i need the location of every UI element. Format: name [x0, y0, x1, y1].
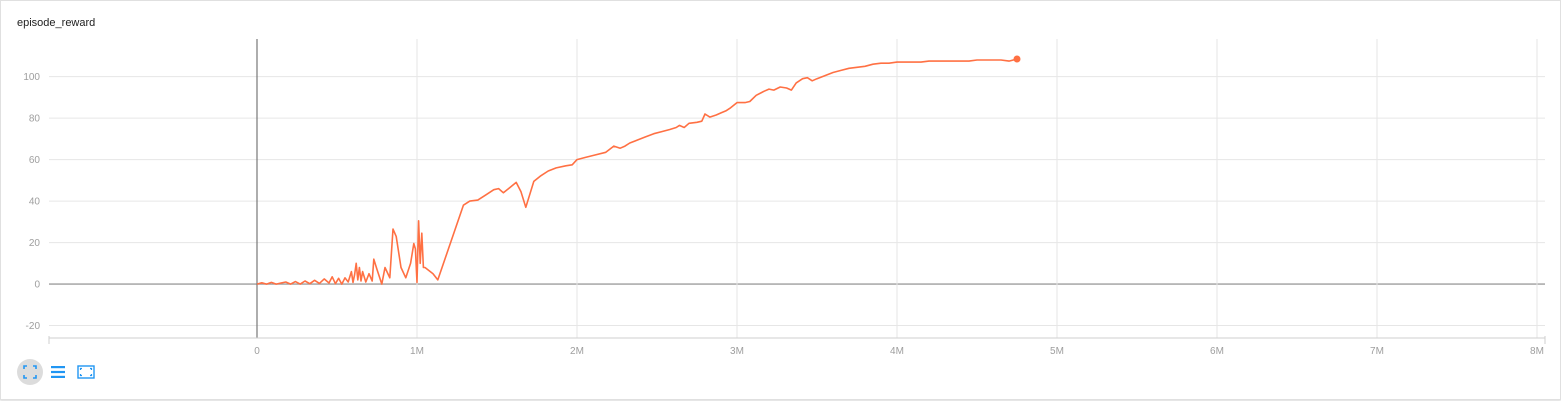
series-line	[256, 58, 1018, 285]
y-tick-label: 80	[29, 114, 41, 125]
expand-chart-button[interactable]	[73, 359, 99, 385]
x-tick-label: 5M	[1050, 346, 1064, 357]
x-tick-label: 6M	[1210, 346, 1224, 357]
y-tick-label: -20	[26, 321, 41, 332]
x-tick-label: 2M	[570, 346, 584, 357]
expand-chart-icon	[77, 365, 95, 379]
x-tick-label: 7M	[1370, 346, 1384, 357]
chart-title: episode_reward	[17, 17, 96, 29]
y-axis-ticks: -20 0 20 40 60 80 100	[23, 72, 40, 332]
series-last-point	[1013, 55, 1021, 63]
fit-domain-icon	[23, 365, 37, 379]
axes	[48, 336, 1546, 344]
toggle-list-button[interactable]	[45, 359, 71, 385]
y-tick-label: 60	[29, 155, 41, 166]
series-layer	[256, 55, 1021, 285]
fit-domain-button[interactable]	[17, 359, 43, 385]
x-tick-label: 8M	[1530, 346, 1544, 357]
x-tick-label: 4M	[890, 346, 904, 357]
y-tick-label: 0	[34, 280, 40, 291]
chart-toolbar	[17, 359, 99, 385]
grid	[49, 39, 1545, 338]
x-tick-label: 0	[254, 346, 260, 357]
x-axis-ticks: 0 1M 2M 3M 4M 5M 6M 7M 8M	[254, 346, 1544, 357]
x-tick-label: 1M	[410, 346, 424, 357]
list-icon	[51, 366, 65, 378]
y-tick-label: 40	[29, 197, 41, 208]
y-tick-label: 20	[29, 238, 41, 249]
y-tick-label: 100	[23, 72, 40, 83]
x-tick-label: 3M	[730, 346, 744, 357]
